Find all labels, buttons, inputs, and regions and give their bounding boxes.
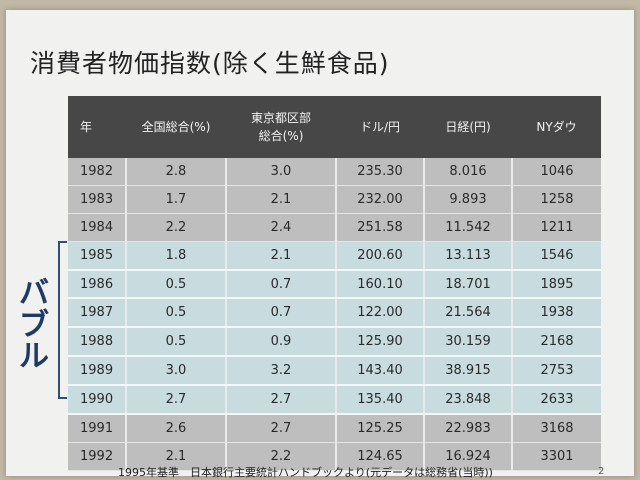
bubble-char: ル <box>19 339 49 374</box>
cell-national-cpi: 0.5 <box>126 298 227 329</box>
cell-nikkei: 22.983 <box>424 414 513 443</box>
slide: 消費者物価指数(除く生鮮食品) 年 全国総合(%) 東京都区部 総合(%) ドル/… <box>6 10 634 479</box>
cell-ny-dow: 1046 <box>512 158 601 186</box>
cell-national-cpi: 2.8 <box>126 158 227 186</box>
source-footnote: 1995年基準 日本銀行主要統計ハンドブックより(元データは総務省(当時)) <box>118 466 493 479</box>
cell-tokyo-cpi: 0.9 <box>226 327 337 358</box>
cell-year: 1982 <box>68 158 127 186</box>
cell-national-cpi: 2.2 <box>126 213 227 242</box>
cell-usd-jpy: 125.25 <box>336 414 425 443</box>
cell-year: 1991 <box>68 414 127 443</box>
cell-nikkei: 38.915 <box>424 356 513 387</box>
cell-usd-jpy: 232.00 <box>336 185 425 214</box>
bubble-label: バ ブ ル <box>16 278 52 373</box>
cell-tokyo-cpi: 3.2 <box>226 356 337 387</box>
cell-ny-dow: 1895 <box>512 269 601 300</box>
cell-ny-dow: 2753 <box>512 356 601 387</box>
cell-national-cpi: 3.0 <box>126 356 227 387</box>
cell-tokyo-cpi: 0.7 <box>226 298 337 329</box>
cell-national-cpi: 2.6 <box>126 414 227 443</box>
cell-tokyo-cpi: 2.1 <box>226 185 337 214</box>
cell-year: 1987 <box>68 298 127 329</box>
cell-tokyo-cpi: 2.7 <box>226 385 337 416</box>
cell-year: 1984 <box>68 213 127 242</box>
cell-tokyo-cpi: 2.7 <box>226 414 337 443</box>
cell-national-cpi: 2.7 <box>126 385 227 416</box>
cell-tokyo-cpi: 2.2 <box>226 442 337 471</box>
cell-nikkei: 11.542 <box>424 213 513 242</box>
cell-nikkei: 16.924 <box>424 442 513 471</box>
table-row: 1988 0.5 0.9 125.90 30.159 2168 <box>68 327 601 358</box>
table-row: 1992 2.1 2.2 124.65 16.924 3301 <box>68 442 601 471</box>
cell-usd-jpy: 125.90 <box>336 327 425 358</box>
cell-usd-jpy: 251.58 <box>336 213 425 242</box>
cell-nikkei: 18.701 <box>424 269 513 300</box>
cell-usd-jpy: 143.40 <box>336 356 425 387</box>
cell-nikkei: 23.848 <box>424 385 513 416</box>
table-row: 1983 1.7 2.1 232.00 9.893 1258 <box>68 185 601 214</box>
cell-usd-jpy: 200.60 <box>336 241 425 271</box>
cell-national-cpi: 0.5 <box>126 327 227 358</box>
bubble-char: バ <box>19 276 49 311</box>
table-row: 1991 2.6 2.7 125.25 22.983 3168 <box>68 414 601 443</box>
cell-year: 1988 <box>68 327 127 358</box>
table-header-row: 年 全国総合(%) 東京都区部 総合(%) ドル/円 日経(円) NYダウ <box>68 96 601 158</box>
slide-title: 消費者物価指数(除く生鮮食品) <box>30 49 390 78</box>
cell-year: 1989 <box>68 356 127 387</box>
cell-ny-dow: 3168 <box>512 414 601 443</box>
table-row: 1986 0.5 0.7 160.10 18.701 1895 <box>68 269 601 300</box>
cell-nikkei: 13.113 <box>424 241 513 271</box>
table-row: 1989 3.0 3.2 143.40 38.915 2753 <box>68 356 601 387</box>
cell-tokyo-cpi: 2.4 <box>226 213 337 242</box>
cell-national-cpi: 1.7 <box>126 185 227 214</box>
cell-year: 1990 <box>68 385 127 416</box>
header-ny-dow: NYダウ <box>512 96 601 158</box>
header-nikkei: 日経(円) <box>424 96 512 158</box>
bubble-bracket <box>58 241 67 399</box>
cell-ny-dow: 1258 <box>512 185 601 214</box>
header-national-cpi: 全国総合(%) <box>126 96 226 158</box>
cell-nikkei: 30.159 <box>424 327 513 358</box>
cell-national-cpi: 0.5 <box>126 269 227 300</box>
cell-year: 1986 <box>68 269 127 300</box>
header-year: 年 <box>68 96 126 158</box>
cell-national-cpi: 1.8 <box>126 241 227 271</box>
cell-ny-dow: 1938 <box>512 298 601 329</box>
cell-usd-jpy: 135.40 <box>336 385 425 416</box>
cell-usd-jpy: 122.00 <box>336 298 425 329</box>
cell-national-cpi: 2.1 <box>126 442 227 471</box>
table-row: 1984 2.2 2.4 251.58 11.542 1211 <box>68 213 601 242</box>
data-table: 年 全国総合(%) 東京都区部 総合(%) ドル/円 日経(円) NYダウ 198… <box>68 96 601 471</box>
header-tokyo-cpi: 東京都区部 総合(%) <box>226 96 336 158</box>
cell-ny-dow: 2633 <box>512 385 601 416</box>
cell-nikkei: 21.564 <box>424 298 513 329</box>
cell-ny-dow: 1546 <box>512 241 601 271</box>
cell-tokyo-cpi: 0.7 <box>226 269 337 300</box>
cell-ny-dow: 3301 <box>512 442 601 471</box>
cell-usd-jpy: 160.10 <box>336 269 425 300</box>
table-row: 1987 0.5 0.7 122.00 21.564 1938 <box>68 298 601 329</box>
table-row: 1982 2.8 3.0 235.30 8.016 1046 <box>68 158 601 186</box>
table-row: 1990 2.7 2.7 135.40 23.848 2633 <box>68 385 601 416</box>
page-number: 2 <box>598 466 605 477</box>
cell-tokyo-cpi: 2.1 <box>226 241 337 271</box>
cell-nikkei: 9.893 <box>424 185 513 214</box>
cell-year: 1983 <box>68 185 127 214</box>
cell-ny-dow: 1211 <box>512 213 601 242</box>
cell-ny-dow: 2168 <box>512 327 601 358</box>
header-usd-jpy: ドル/円 <box>336 96 424 158</box>
cell-usd-jpy: 235.30 <box>336 158 425 186</box>
cell-nikkei: 8.016 <box>424 158 513 186</box>
cell-year: 1992 <box>68 442 127 471</box>
bubble-char: ブ <box>19 307 49 343</box>
cell-tokyo-cpi: 3.0 <box>226 158 337 186</box>
cell-year: 1985 <box>68 241 127 271</box>
table-row: 1985 1.8 2.1 200.60 13.113 1546 <box>68 241 601 271</box>
cell-usd-jpy: 124.65 <box>336 442 425 471</box>
